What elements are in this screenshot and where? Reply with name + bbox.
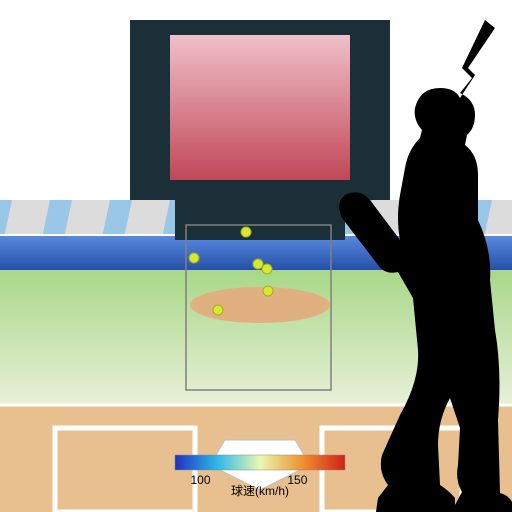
pitch-point	[241, 227, 251, 237]
legend-tick: 100	[190, 473, 210, 487]
scoreboard-screen	[170, 35, 350, 180]
legend-tick: 150	[287, 473, 307, 487]
pitchers-mound	[190, 287, 330, 323]
pitch-point	[262, 264, 272, 274]
pitch-point	[189, 253, 199, 263]
pitch-point	[213, 305, 223, 315]
pitch-point	[263, 286, 273, 296]
legend-label: 球速(km/h)	[231, 484, 289, 498]
pitch-location-chart: 100 150球速(km/h)	[0, 0, 512, 512]
pitch-point	[253, 259, 263, 269]
